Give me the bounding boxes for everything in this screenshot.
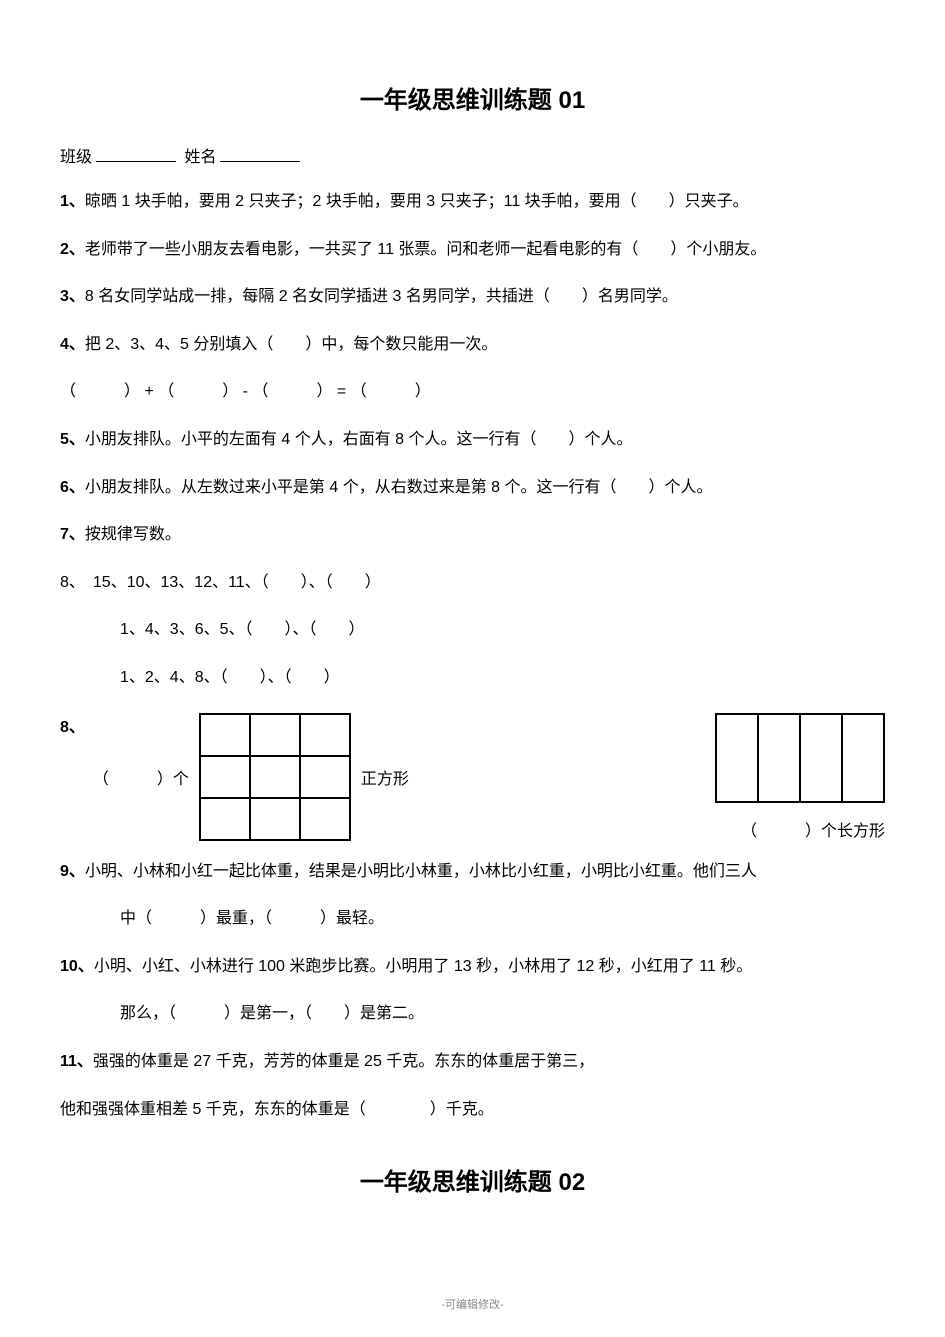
question-11: 11、强强的体重是 27 千克，芳芳的体重是 25 千克。东东的体重居于第三， bbox=[60, 1049, 885, 1075]
q8-right-group: （ ）个长方形 bbox=[715, 713, 885, 841]
q9-num: 9、 bbox=[60, 863, 85, 880]
q10-num: 10、 bbox=[60, 958, 94, 975]
header-line: 班级 姓名 bbox=[60, 143, 885, 167]
question-1: 1、晾晒 1 块手帕，要用 2 只夹子；2 块手帕，要用 3 只夹子；11 块手… bbox=[60, 189, 885, 215]
q8-rect-label: （ ）个长方形 bbox=[741, 817, 885, 841]
q6-num: 6、 bbox=[60, 479, 85, 496]
question-7b: 1、4、3、6、5、（ ）、（ ） bbox=[60, 617, 885, 643]
question-4: 4、把 2、3、4、5 分别填入（ ）中，每个数只能用一次。 bbox=[60, 332, 885, 358]
question-3: 3、8 名女同学站成一排，每隔 2 名女同学插进 3 名男同学，共插进（ ）名男… bbox=[60, 284, 885, 310]
q1-text: 晾晒 1 块手帕，要用 2 只夹子；2 块手帕，要用 3 只夹子；11 块手帕，… bbox=[85, 193, 749, 210]
question-10b: 那么，（ ）是第一，（ ）是第二。 bbox=[60, 1001, 885, 1027]
q3-text: 8 名女同学站成一排，每隔 2 名女同学插进 3 名男同学，共插进（ ）名男同学… bbox=[85, 288, 678, 305]
q2-text: 老师带了一些小朋友去看电影，一共买了 11 张票。问和老师一起看电影的有（ ）个… bbox=[85, 241, 767, 258]
question-9: 9、小明、小林和小红一起比体重，结果是小明比小林重，小林比小红重，小明比小红重。… bbox=[60, 859, 885, 885]
question-9b: 中（ ）最重，（ ）最轻。 bbox=[60, 906, 885, 932]
q10-text: 小明、小红、小林进行 100 米跑步比赛。小明用了 13 秒，小林用了 12 秒… bbox=[94, 958, 752, 975]
question-2: 2、老师带了一些小朋友去看电影，一共买了 11 张票。问和老师一起看电影的有（ … bbox=[60, 237, 885, 263]
q1-num: 1、 bbox=[60, 193, 85, 210]
q8-left-group: 8、 （ ）个 正方形 bbox=[60, 713, 409, 841]
rect-grid-1x4 bbox=[715, 713, 885, 803]
footer-text: -可编辑修改- bbox=[441, 1296, 503, 1312]
page-title-1: 一年级思维训练题 01 bbox=[60, 80, 885, 115]
class-label: 班级 bbox=[60, 149, 92, 166]
q8-left-blank: （ ）个 bbox=[93, 765, 189, 789]
question-4-expr: （ ） + （ ） - （ ） = （ ） bbox=[60, 379, 885, 405]
page-title-2: 一年级思维训练题 02 bbox=[60, 1162, 885, 1197]
q8-num: 8、 bbox=[60, 713, 85, 737]
question-7a: 8、 15、10、13、12、11、（ ）、（ ） bbox=[60, 570, 885, 596]
question-10: 10、小明、小红、小林进行 100 米跑步比赛。小明用了 13 秒，小林用了 1… bbox=[60, 954, 885, 980]
question-7: 7、按规律写数。 bbox=[60, 522, 885, 548]
name-blank bbox=[220, 146, 300, 162]
question-7c: 1、2、4、8、（ ）、（ ） bbox=[60, 665, 885, 691]
square-grid-3x3 bbox=[199, 713, 351, 841]
question-8-container: 8、 （ ）个 正方形 （ ）个长方形 bbox=[60, 713, 885, 841]
q7-text: 按规律写数。 bbox=[85, 526, 181, 543]
question-5: 5、小朋友排队。小平的左面有 4 个人，右面有 8 个人。这一行有（ ）个人。 bbox=[60, 427, 885, 453]
q5-num: 5、 bbox=[60, 431, 85, 448]
q11-num: 11、 bbox=[60, 1053, 93, 1070]
q5-text: 小朋友排队。小平的左面有 4 个人，右面有 8 个人。这一行有（ ）个人。 bbox=[85, 431, 633, 448]
question-11b: 他和强强体重相差 5 千克，东东的体重是（ ）千克。 bbox=[60, 1097, 885, 1123]
q8-square-label: 正方形 bbox=[361, 765, 409, 789]
q6-text: 小朋友排队。从左数过来小平是第 4 个，从右数过来是第 8 个。这一行有（ ）个… bbox=[85, 479, 713, 496]
name-label: 姓名 bbox=[184, 149, 216, 166]
q11-text: 强强的体重是 27 千克，芳芳的体重是 25 千克。东东的体重居于第三， bbox=[93, 1053, 594, 1070]
q4-text: 把 2、3、4、5 分别填入（ ）中，每个数只能用一次。 bbox=[85, 336, 498, 353]
class-blank bbox=[96, 146, 176, 162]
question-6: 6、小朋友排队。从左数过来小平是第 4 个，从右数过来是第 8 个。这一行有（ … bbox=[60, 475, 885, 501]
q3-num: 3、 bbox=[60, 288, 85, 305]
q2-num: 2、 bbox=[60, 241, 85, 258]
q4-num: 4、 bbox=[60, 336, 85, 353]
q9-text: 小明、小林和小红一起比体重，结果是小明比小林重，小林比小红重，小明比小红重。他们… bbox=[85, 863, 757, 880]
q7-num: 7、 bbox=[60, 526, 85, 543]
